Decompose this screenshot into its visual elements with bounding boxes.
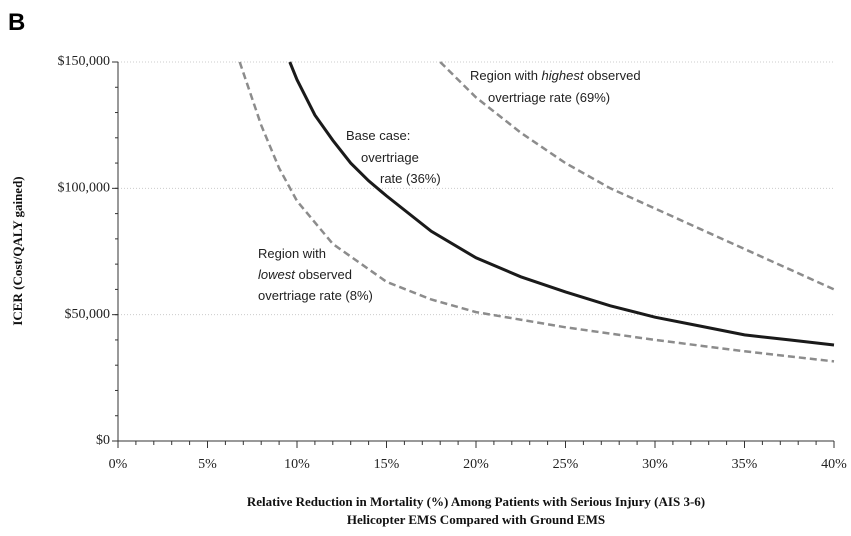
x-tick-label: 5% (198, 457, 217, 472)
y-tick-label: $150,000 (58, 54, 111, 69)
annotation: Region with (258, 246, 326, 261)
x-tick-label: 35% (732, 457, 758, 472)
annotation: overtriage (361, 150, 419, 165)
x-tick-label: 30% (642, 457, 668, 472)
x-axis-title: Relative Reduction in Mortality (%) Amon… (247, 494, 705, 509)
annotation: overtriage rate (8%) (258, 288, 373, 303)
x-axis-title: Helicopter EMS Compared with Ground EMS (347, 512, 605, 527)
y-tick-label: $100,000 (58, 181, 111, 196)
line (238, 61, 835, 363)
annotation-text: Region with (258, 246, 326, 261)
annotation-text: highest (542, 68, 585, 83)
y-axis-title: ICER (Cost/QALY gained) (10, 176, 25, 325)
x-tick-label: 10% (284, 457, 310, 472)
annotation-text: rate (36%) (380, 171, 441, 186)
annotation-text: lowest (258, 267, 296, 282)
x-tick-label: 0% (109, 457, 128, 472)
annotation: Region with highest observed (470, 68, 641, 83)
annotation-text: observed (583, 68, 640, 83)
annotation: overtriage rate (69%) (488, 90, 610, 105)
annotation-text: Region with (470, 68, 542, 83)
x-tick-label: 20% (463, 457, 489, 472)
annotation-text: observed (295, 267, 352, 282)
x-tick-label: 40% (821, 457, 847, 472)
annotation: rate (36%) (380, 171, 441, 186)
annotation: lowest observed (258, 267, 352, 282)
x-tick-label: 15% (374, 457, 400, 472)
annotation-text: overtriage rate (8%) (258, 288, 373, 303)
annotation-text: overtriage rate (69%) (488, 90, 610, 105)
annotation-text: overtriage (361, 150, 419, 165)
y-tick-label: $0 (96, 433, 110, 448)
annotation: Base case: (346, 128, 410, 143)
annotation-text: Base case: (346, 128, 410, 143)
line (288, 61, 835, 347)
x-tick-label: 25% (553, 457, 579, 472)
line (439, 61, 835, 291)
panel-label: B (8, 9, 25, 36)
y-tick-label: $50,000 (65, 307, 111, 322)
